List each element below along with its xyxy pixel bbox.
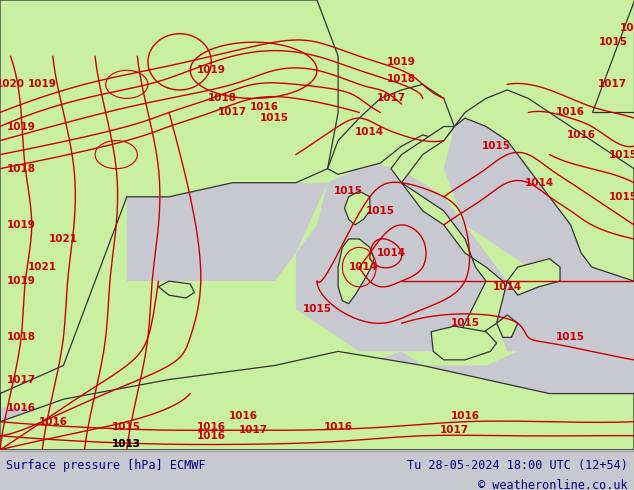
Text: 1017: 1017 <box>6 374 36 385</box>
Polygon shape <box>391 126 507 337</box>
Text: 1017: 1017 <box>619 23 634 33</box>
Text: 1017: 1017 <box>377 94 406 103</box>
Text: 1017: 1017 <box>218 107 247 118</box>
Text: Surface pressure [hPa] ECMWF: Surface pressure [hPa] ECMWF <box>6 460 206 472</box>
Text: 1018: 1018 <box>6 164 36 173</box>
Polygon shape <box>496 315 518 337</box>
Text: 1015: 1015 <box>609 149 634 160</box>
Text: 1021: 1021 <box>49 234 78 244</box>
Text: 1016: 1016 <box>197 431 226 441</box>
Polygon shape <box>0 351 634 450</box>
Text: 1019: 1019 <box>197 65 226 75</box>
Text: 1016: 1016 <box>6 403 36 413</box>
Text: 1015: 1015 <box>302 304 332 314</box>
Polygon shape <box>198 306 205 312</box>
Text: 1015: 1015 <box>334 186 363 196</box>
Text: 1018: 1018 <box>207 94 236 103</box>
Text: 1015: 1015 <box>112 422 141 432</box>
Polygon shape <box>344 191 370 225</box>
Text: 1016: 1016 <box>250 102 279 112</box>
Text: 1014: 1014 <box>349 262 378 272</box>
Polygon shape <box>0 0 634 450</box>
Text: 1016: 1016 <box>38 416 67 427</box>
Polygon shape <box>127 183 328 281</box>
Polygon shape <box>338 239 374 304</box>
Polygon shape <box>0 0 338 450</box>
Text: 1021: 1021 <box>28 262 57 272</box>
Text: 1015: 1015 <box>260 113 289 123</box>
Polygon shape <box>328 84 455 174</box>
Text: 1013: 1013 <box>112 439 141 449</box>
Text: 1019: 1019 <box>7 122 36 131</box>
Polygon shape <box>431 326 496 360</box>
Text: 1017: 1017 <box>239 425 268 435</box>
Polygon shape <box>496 253 634 366</box>
Text: 1020: 1020 <box>0 79 25 89</box>
Text: 1015: 1015 <box>609 192 634 202</box>
Text: 1017: 1017 <box>598 79 628 89</box>
Text: 1018: 1018 <box>6 332 36 343</box>
Text: 1019: 1019 <box>387 57 416 67</box>
Text: 1015: 1015 <box>556 332 585 343</box>
Text: 1018: 1018 <box>387 74 416 84</box>
Text: 1015: 1015 <box>366 206 395 216</box>
Text: 1014: 1014 <box>493 282 522 292</box>
Text: 1013: 1013 <box>112 439 141 449</box>
Text: 1016: 1016 <box>450 411 479 421</box>
Text: © weatheronline.co.uk: © weatheronline.co.uk <box>478 479 628 490</box>
Text: 1016: 1016 <box>556 107 585 118</box>
Text: 1015: 1015 <box>450 318 479 328</box>
Text: 1019: 1019 <box>28 79 56 89</box>
Polygon shape <box>507 259 560 295</box>
Text: 1016: 1016 <box>567 130 596 140</box>
Text: 1014: 1014 <box>524 178 553 188</box>
Text: 1014: 1014 <box>377 248 406 258</box>
Text: 1016: 1016 <box>323 422 353 432</box>
Polygon shape <box>592 0 634 112</box>
Text: 1019: 1019 <box>7 220 36 230</box>
Text: 1017: 1017 <box>440 425 469 435</box>
Polygon shape <box>455 90 634 281</box>
Polygon shape <box>0 337 634 450</box>
Text: 1019: 1019 <box>7 276 36 286</box>
Polygon shape <box>158 281 195 298</box>
Polygon shape <box>296 163 507 351</box>
Text: 1015: 1015 <box>482 141 511 151</box>
Text: Tu 28-05-2024 18:00 UTC (12+54): Tu 28-05-2024 18:00 UTC (12+54) <box>407 460 628 472</box>
Text: 1015: 1015 <box>598 37 628 47</box>
Text: 1016: 1016 <box>228 411 257 421</box>
Polygon shape <box>444 118 581 281</box>
Text: 1014: 1014 <box>355 127 384 137</box>
Text: 1016: 1016 <box>197 422 226 432</box>
